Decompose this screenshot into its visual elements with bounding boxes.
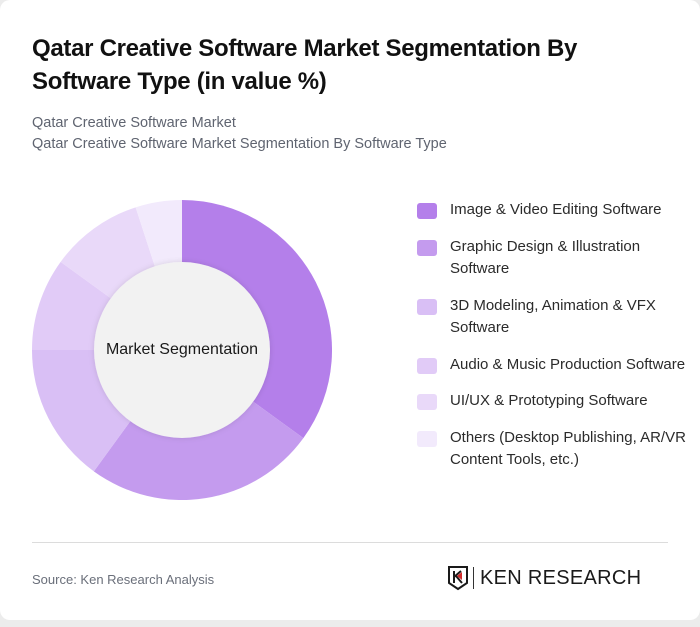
donut-chart: [32, 200, 332, 500]
legend-swatch: [417, 430, 437, 447]
legend-swatch: [417, 357, 437, 374]
legend-label: Graphic Design & Illustration Software: [450, 237, 641, 278]
page-title: Qatar Creative Software Market Segmentat…: [32, 35, 578, 95]
legend-label: Others (Desktop Publishing, AR/VR Conten…: [450, 428, 686, 469]
legend-item: Others (Desktop Publishing, AR/VR Conten…: [417, 427, 687, 472]
legend-label: Audio & Music Production Software: [450, 355, 686, 373]
ken-research-logo: KEN RESEARCH: [447, 565, 641, 591]
legend: Image & Video Editing Software Graphic D…: [417, 199, 687, 486]
subtitle-market: Qatar Creative Software Market: [32, 115, 236, 131]
legend-label: UI/UX & Prototyping Software: [450, 392, 648, 409]
legend-swatch: [417, 394, 437, 410]
legend-item: UI/UX & Prototyping Software: [417, 390, 687, 413]
logo-separator: [473, 567, 474, 589]
subtitle-segmentation: Qatar Creative Software Market Segmentat…: [32, 136, 447, 152]
ken-shield-icon: [448, 566, 468, 591]
legend-item: Graphic Design & Illustration Software: [417, 236, 687, 281]
footer-divider: [32, 542, 668, 543]
legend-item: 3D Modeling, Animation & VFX Software: [417, 295, 687, 340]
logo-text: KEN RESEARCH: [480, 566, 642, 589]
legend-item: Image & Video Editing Software: [417, 199, 687, 222]
donut-hole: [94, 262, 270, 438]
legend-item: Audio & Music Production Software: [417, 354, 687, 377]
legend-swatch: [417, 239, 437, 256]
source-note: Source: Ken Research Analysis: [32, 572, 215, 587]
legend-label: 3D Modeling, Animation & VFX Software: [450, 296, 656, 337]
legend-swatch: [417, 203, 437, 219]
legend-swatch: [417, 298, 437, 315]
legend-label: Image & Video Editing Software: [450, 201, 662, 218]
subtitle: Qatar Creative Software Market Qatar Cre…: [32, 113, 447, 155]
